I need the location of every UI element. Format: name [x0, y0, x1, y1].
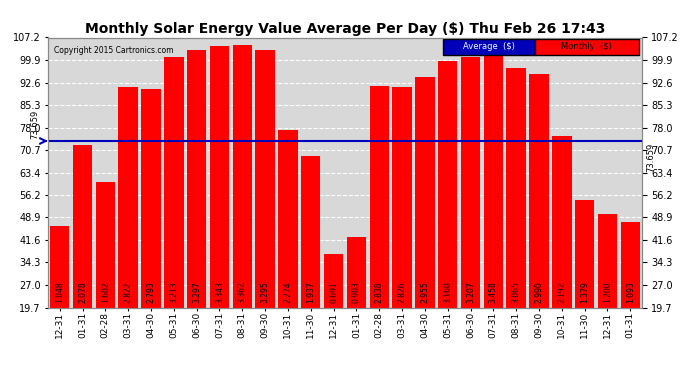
Bar: [210, 46, 229, 308]
Text: 73.659: 73.659: [647, 142, 656, 172]
Text: 1.602: 1.602: [101, 281, 110, 303]
Text: 0.691: 0.691: [329, 281, 338, 303]
Text: 2.838: 2.838: [375, 281, 384, 303]
Text: 2.078: 2.078: [78, 281, 87, 303]
Text: 2.274: 2.274: [284, 281, 293, 303]
Bar: [164, 57, 184, 308]
Text: 1.048: 1.048: [55, 281, 64, 303]
Text: Monthly  ($): Monthly ($): [562, 42, 612, 51]
Bar: [506, 68, 526, 308]
Text: Copyright 2015 Cartronics.com: Copyright 2015 Cartronics.com: [55, 46, 174, 55]
Text: 1.937: 1.937: [306, 281, 315, 303]
Text: 1.200: 1.200: [603, 281, 612, 303]
Bar: [484, 38, 503, 308]
Bar: [552, 136, 571, 308]
Bar: [278, 130, 297, 308]
Bar: [598, 214, 617, 308]
Title: Monthly Solar Energy Value Average Per Day ($) Thu Feb 26 17:43: Monthly Solar Energy Value Average Per D…: [85, 22, 605, 36]
Bar: [461, 57, 480, 308]
Text: 3.213: 3.213: [169, 281, 178, 303]
Bar: [620, 222, 640, 308]
Bar: [96, 182, 115, 308]
Text: 2.793: 2.793: [146, 281, 155, 303]
Text: 2.192: 2.192: [558, 281, 566, 303]
Text: 3.065: 3.065: [512, 281, 521, 303]
Text: 3.207: 3.207: [466, 281, 475, 303]
Text: 3.295: 3.295: [261, 281, 270, 303]
FancyBboxPatch shape: [443, 39, 535, 55]
Bar: [529, 74, 549, 308]
Text: 2.955: 2.955: [420, 281, 429, 303]
Text: Average  ($): Average ($): [463, 42, 515, 51]
Text: 3.160: 3.160: [443, 281, 452, 303]
Text: 1.379: 1.379: [580, 281, 589, 303]
Text: 73.659: 73.659: [30, 110, 39, 140]
Text: 2.822: 2.822: [124, 282, 132, 303]
Bar: [233, 45, 252, 308]
Bar: [415, 77, 435, 308]
Text: 2.826: 2.826: [397, 281, 406, 303]
Bar: [393, 87, 412, 308]
Bar: [324, 254, 344, 308]
Text: 3.343: 3.343: [215, 281, 224, 303]
FancyBboxPatch shape: [535, 39, 639, 55]
Bar: [73, 145, 92, 308]
Bar: [119, 87, 138, 308]
Text: 3.362: 3.362: [238, 281, 247, 303]
Text: 0.903: 0.903: [352, 281, 361, 303]
Text: 3.297: 3.297: [192, 281, 201, 303]
Bar: [50, 226, 70, 308]
Bar: [141, 89, 161, 308]
Bar: [255, 50, 275, 308]
Bar: [575, 200, 594, 308]
Bar: [370, 86, 389, 308]
Bar: [438, 61, 457, 308]
Text: 3.458: 3.458: [489, 281, 498, 303]
Text: 2.990: 2.990: [535, 281, 544, 303]
Bar: [346, 237, 366, 308]
Text: 1.093: 1.093: [626, 281, 635, 303]
Bar: [187, 50, 206, 308]
Bar: [301, 156, 320, 308]
